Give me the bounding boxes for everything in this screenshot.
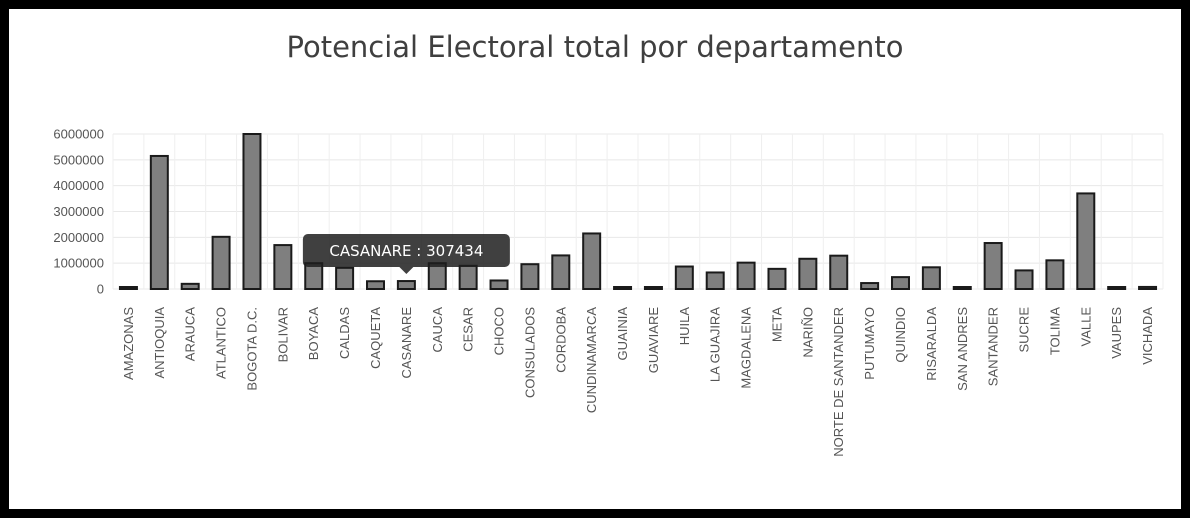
y-tick-label: 5000000 <box>53 152 104 167</box>
tooltip-text: CASANARE : 307434 <box>329 242 483 260</box>
bar-bolivar[interactable] <box>273 244 293 290</box>
bar-cordoba[interactable] <box>551 254 571 291</box>
bar-tolima[interactable] <box>1045 259 1065 291</box>
x-tick-label: BOLIVAR <box>275 307 290 362</box>
bar-casanare[interactable] <box>396 280 416 290</box>
x-tick-label: GUAINIA <box>615 307 630 361</box>
x-tick-label: NARIÑO <box>800 307 815 358</box>
bar-santander[interactable] <box>983 242 1003 290</box>
y-tick-label: 6000000 <box>53 127 104 142</box>
x-tick-label: AMAZONAS <box>121 307 136 380</box>
bar-norte-de-santander[interactable] <box>829 254 849 291</box>
x-tick-label: VAUPES <box>1109 307 1124 359</box>
bar-arauca[interactable] <box>180 282 200 291</box>
x-tick-label: TOLIMA <box>1047 307 1062 355</box>
bar-consulados[interactable] <box>520 263 540 291</box>
tooltip-caret <box>399 267 414 274</box>
bar-san-andres[interactable] <box>952 286 972 290</box>
x-tick-label: PUTUMAYO <box>862 307 877 380</box>
x-tick-label: VALLE <box>1078 307 1093 347</box>
bar-bogota-d-c-[interactable] <box>242 133 262 290</box>
chart-title: Potencial Electoral total por departamen… <box>286 30 904 64</box>
bar-valle[interactable] <box>1076 192 1096 291</box>
bar-vaupes[interactable] <box>1107 286 1127 290</box>
bar-guainia[interactable] <box>613 286 633 290</box>
y-tick-label: 4000000 <box>53 178 104 193</box>
bar-choco[interactable] <box>489 279 509 291</box>
x-tick-label: LA GUAJIRA <box>708 307 723 382</box>
x-tick-label: CALDAS <box>337 307 352 359</box>
bar-nariño[interactable] <box>798 257 818 290</box>
x-tick-label: ANTIOQUIA <box>152 307 167 379</box>
x-tick-label: VICHADA <box>1140 307 1155 365</box>
x-tick-label: RISARALDA <box>924 307 939 381</box>
x-tick-label: HUILA <box>677 307 692 346</box>
bar-sucre[interactable] <box>1014 269 1034 290</box>
bar-boyaca[interactable] <box>304 262 324 290</box>
bar-la-guajira[interactable] <box>705 271 725 291</box>
tooltip-box <box>302 234 510 267</box>
x-tick-label: CASANARE <box>399 307 414 379</box>
x-tick-label: NORTE DE SANTANDER <box>831 307 846 457</box>
bar-guaviare[interactable] <box>643 286 663 290</box>
bar-antioquia[interactable] <box>149 154 169 290</box>
x-tick-label: CUNDINAMARCA <box>584 307 599 414</box>
bar-vichada[interactable] <box>1138 285 1158 290</box>
x-tick-label: ARAUCA <box>183 307 198 362</box>
x-tick-label: SUCRE <box>1017 307 1032 353</box>
bar-putumayo[interactable] <box>860 282 880 290</box>
x-tick-label: CONSULADOS <box>522 307 537 398</box>
bar-risaralda[interactable] <box>921 266 941 290</box>
bar-cauca[interactable] <box>427 262 447 290</box>
bar-meta[interactable] <box>767 267 787 291</box>
x-tick-label: MAGDALENA <box>739 307 754 389</box>
x-tick-label: CAQUETA <box>368 307 383 369</box>
x-tick-label: CORDOBA <box>553 307 568 373</box>
y-tick-label: 3000000 <box>53 204 104 219</box>
y-tick-label: 0 <box>97 282 104 297</box>
x-tick-label: QUINDIO <box>893 307 908 363</box>
bar-magdalena[interactable] <box>736 261 756 290</box>
x-tick-label: CAUCA <box>430 307 445 353</box>
x-tick-label: CHOCO <box>492 307 507 355</box>
y-tick-label: 2000000 <box>53 230 104 245</box>
x-tick-label: SAN ANDRES <box>955 307 970 391</box>
x-tick-label: BOYACA <box>306 307 321 361</box>
x-tick-label: CESAR <box>461 307 476 352</box>
bar-caldas[interactable] <box>335 266 355 291</box>
bar-atlantico[interactable] <box>211 235 231 290</box>
bar-amazonas[interactable] <box>118 286 138 290</box>
bar-cundinamarca[interactable] <box>582 232 602 290</box>
bar-huila[interactable] <box>674 265 694 290</box>
bar-cesar[interactable] <box>458 264 478 290</box>
bar-caqueta[interactable] <box>366 280 385 290</box>
x-tick-label: ATLANTICO <box>214 307 229 379</box>
x-tick-label: META <box>769 307 784 342</box>
x-tick-label: SANTANDER <box>986 307 1001 386</box>
y-tick-label: 1000000 <box>53 256 104 271</box>
tooltip: CASANARE : 307434 <box>302 234 510 274</box>
x-tick-label: BOGOTA D.C. <box>244 307 259 391</box>
bar-quindio[interactable] <box>891 276 910 291</box>
x-tick-label: GUAVIARE <box>646 307 661 374</box>
